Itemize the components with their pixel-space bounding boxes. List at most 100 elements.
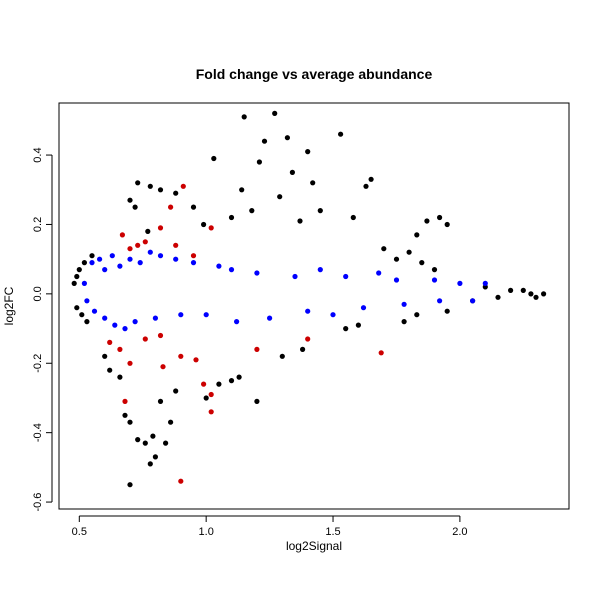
data-point: [84, 319, 90, 325]
y-axis: -0.6 -0.4 -0.2 0.0 0.2 0.4: [32, 147, 53, 512]
data-point: [508, 287, 514, 293]
data-point: [173, 190, 179, 196]
data-point: [74, 273, 80, 280]
x-tick-label: 2.0: [452, 526, 467, 538]
data-point: [201, 381, 207, 387]
data-point: [152, 315, 158, 321]
data-point: [71, 280, 77, 286]
data-point: [132, 319, 138, 325]
data-point: [135, 180, 141, 186]
data-point: [157, 253, 164, 259]
data-point: [132, 204, 138, 210]
data-point: [234, 319, 240, 325]
data-point: [381, 246, 387, 252]
data-point: [300, 346, 306, 352]
data-point: [127, 197, 133, 203]
data-point: [350, 214, 356, 221]
x-axis: 0.5 1.0 1.5 2.0: [72, 515, 468, 538]
data-point: [117, 374, 123, 380]
y-tick-label: 0.2: [32, 217, 44, 232]
data-point: [360, 305, 367, 311]
data-point: [102, 353, 108, 359]
data-point: [89, 253, 95, 259]
data-point: [249, 208, 255, 214]
data-point: [107, 367, 113, 373]
y-axis-label: log2FC: [2, 286, 16, 325]
data-point: [368, 176, 374, 182]
data-point: [147, 249, 153, 255]
data-point: [178, 312, 184, 318]
data-point: [102, 267, 108, 273]
data-point: [152, 454, 158, 460]
y-tick-label: 0.0: [32, 286, 44, 301]
data-point: [117, 346, 123, 352]
data-point: [277, 194, 283, 200]
data-point: [178, 478, 184, 484]
data-point: [127, 482, 133, 488]
data-point: [254, 346, 260, 352]
data-point: [168, 204, 174, 210]
data-point: [193, 357, 199, 363]
data-point: [239, 187, 245, 193]
data-point: [122, 412, 128, 418]
data-point: [305, 308, 311, 314]
data-point: [241, 114, 247, 120]
data-point: [305, 149, 311, 155]
data-point: [305, 336, 311, 342]
data-point: [112, 322, 118, 328]
data-point: [157, 187, 164, 193]
data-point: [343, 326, 349, 332]
data-point: [160, 364, 166, 370]
data-point: [137, 260, 143, 266]
data-point: [145, 228, 151, 234]
data-point: [84, 298, 90, 304]
data-point: [363, 183, 369, 189]
data-point: [190, 204, 197, 210]
data-point: [457, 280, 463, 286]
data-point: [228, 378, 235, 384]
data-point: [76, 267, 82, 273]
data-point: [528, 291, 534, 297]
x-tick-label: 1.0: [199, 526, 214, 538]
data-point: [393, 256, 400, 262]
data-point: [470, 298, 476, 304]
data-point: [127, 256, 133, 262]
data-point: [267, 315, 273, 321]
data-point: [163, 440, 169, 446]
data-point: [157, 398, 164, 404]
data-point: [419, 260, 425, 266]
data-point: [541, 291, 547, 297]
data-point: [310, 180, 316, 186]
data-point: [317, 208, 323, 214]
data-point: [228, 267, 235, 273]
data-point: [178, 353, 184, 359]
y-tick-label: -0.6: [32, 493, 44, 512]
data-point: [201, 221, 207, 228]
data-point: [173, 256, 179, 262]
data-point: [444, 221, 450, 228]
data-point: [355, 322, 361, 328]
data-point: [190, 260, 197, 266]
y-tick-label: 0.4: [32, 147, 44, 162]
data-point: [279, 353, 285, 359]
data-point: [107, 339, 113, 345]
data-point: [520, 287, 526, 293]
data-point: [254, 398, 260, 404]
data-point: [208, 391, 214, 398]
data-point: [127, 246, 133, 252]
data-point: [424, 218, 430, 224]
data-point: [203, 312, 209, 318]
data-point: [122, 398, 128, 404]
data-point: [89, 260, 95, 266]
data-point: [208, 409, 214, 415]
data-point: [228, 214, 235, 221]
data-point: [102, 315, 108, 321]
data-point: [122, 326, 128, 332]
data-point: [495, 294, 501, 300]
data-point: [119, 232, 125, 238]
data-point: [401, 301, 407, 307]
data-point: [376, 270, 382, 276]
data-points: [71, 110, 547, 488]
